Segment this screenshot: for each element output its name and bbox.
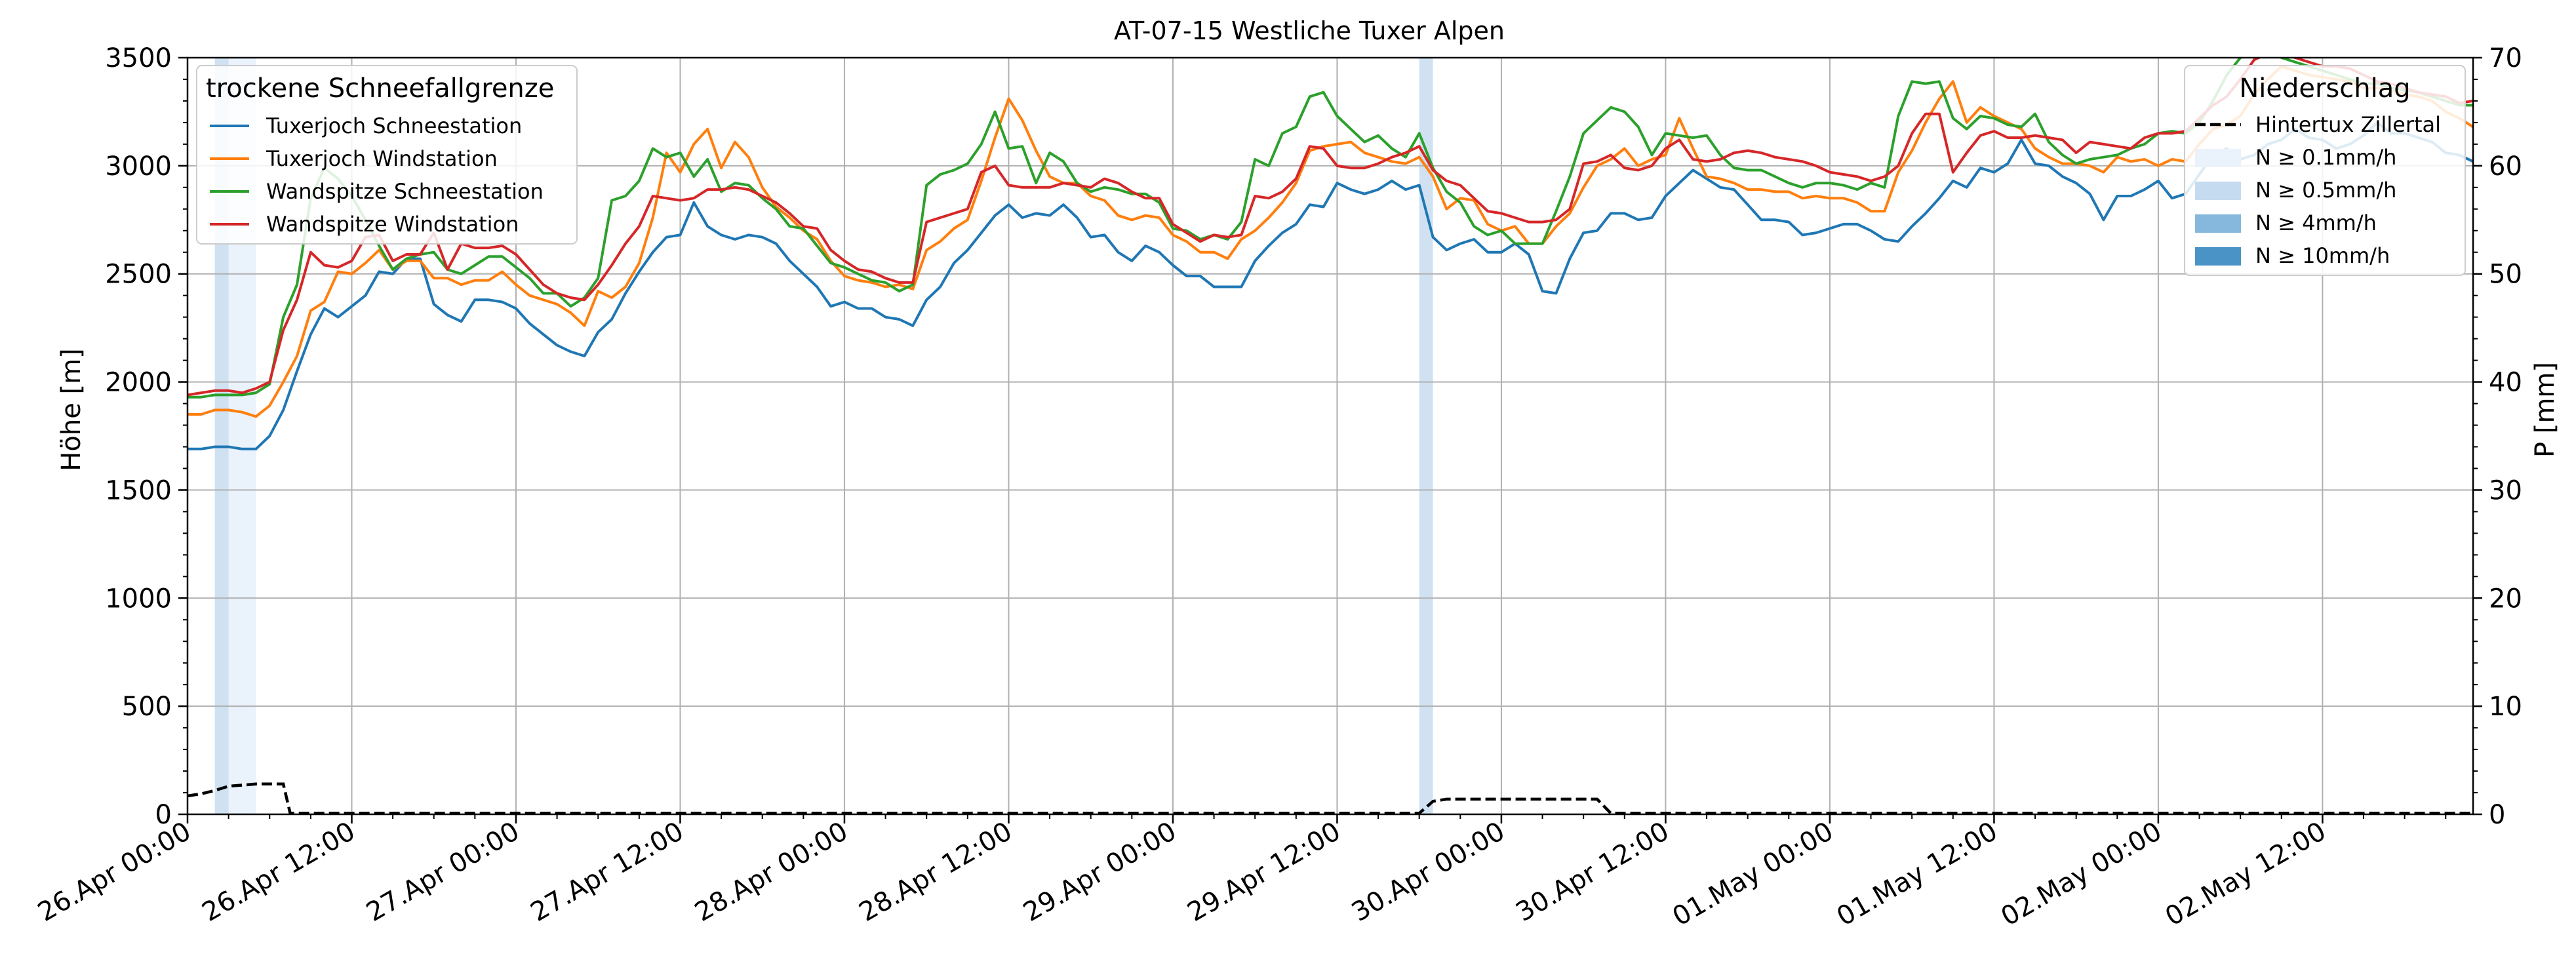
y-tick-label-3: 1500 <box>105 475 172 505</box>
y-tick-label-6: 3000 <box>105 151 172 182</box>
legend-intensity-swatch-3 <box>2195 247 2241 266</box>
legend-precip-label: Hintertux Zillertal <box>2255 112 2441 137</box>
legend-intensity-label-3: N ≥ 10mm/h <box>2255 243 2390 268</box>
y-tick-label-0: 0 <box>155 800 172 830</box>
series-line-3 <box>188 58 2473 397</box>
legend-snowline: trockene Schneefallgrenze Tuxerjoch Schne… <box>196 65 578 245</box>
legend-label-1: Tuxerjoch Windstation <box>266 146 498 171</box>
y2-tick-label-4: 40 <box>2489 368 2522 398</box>
legend-label-0: Tuxerjoch Schneestation <box>266 113 522 138</box>
series-line-1 <box>188 65 2473 418</box>
series-line-0 <box>188 121 2473 450</box>
y2-tick-label-3: 30 <box>2489 475 2522 505</box>
y2-tick-label-0: 0 <box>2489 800 2505 830</box>
chart-title: AT-07-15 Westliche Tuxer Alpen <box>1114 16 1505 45</box>
y2-tick-label-6: 60 <box>2489 151 2522 182</box>
legend-right-title: Niederschlag <box>2239 73 2410 104</box>
y-tick-label-2: 1000 <box>105 584 172 614</box>
y-tick-label-1: 500 <box>122 692 172 722</box>
legend-intensity-swatch-1 <box>2195 182 2241 200</box>
precipitation-line <box>187 782 2473 815</box>
series-lines <box>188 58 2473 450</box>
precipitation-line-group <box>187 782 2473 815</box>
y2-axis-label: P [mm] <box>2530 362 2560 458</box>
legend-intensity-label-2: N ≥ 4mm/h <box>2255 210 2377 235</box>
series-line-2 <box>188 58 2473 399</box>
y-tick-label-5: 2500 <box>105 260 172 290</box>
plot-frame <box>186 56 2474 816</box>
legend-intensity-label-1: N ≥ 0.5mm/h <box>2255 178 2396 203</box>
legend-intensity-label-0: N ≥ 0.1mm/h <box>2255 145 2396 170</box>
y-tick-label-4: 2000 <box>105 368 172 398</box>
y2-tick-label-7: 70 <box>2489 43 2522 73</box>
legend-label-2: Wandspitze Schneestation <box>266 179 544 204</box>
y-tick-label-7: 3500 <box>105 43 172 73</box>
legend-precipitation: Niederschlag Hintertux Zillertal N ≥ 0.1mm… <box>2184 65 2466 276</box>
legend-label-3: Wandspitze Windstation <box>266 212 519 237</box>
legend-right-box <box>2184 65 2466 276</box>
legend-intensity-swatch-0 <box>2195 149 2241 167</box>
y-axis-label: Höhe [m] <box>56 348 87 471</box>
precip-band-1 <box>214 58 229 814</box>
legend-left-box <box>196 65 578 245</box>
precip-band-2 <box>1419 58 1433 814</box>
legend-left-title: trockene Schneefallgrenze <box>206 73 554 104</box>
y2-tick-label-2: 20 <box>2489 584 2522 614</box>
y2-tick-label-1: 10 <box>2489 692 2522 722</box>
legend-intensity-swatch-2 <box>2195 214 2241 233</box>
y2-tick-label-5: 50 <box>2489 260 2522 290</box>
